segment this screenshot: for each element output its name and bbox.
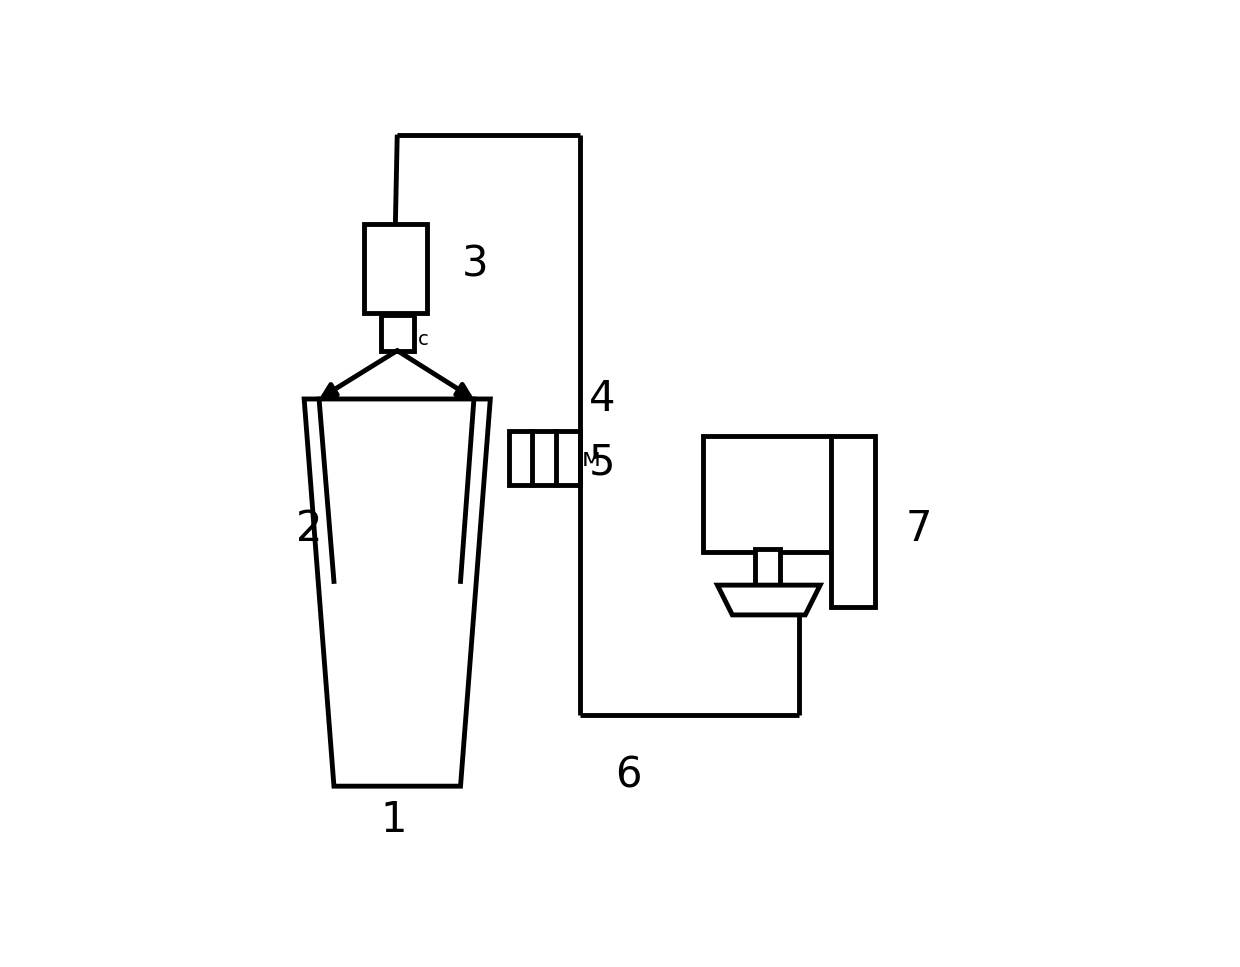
Bar xyxy=(381,315,414,351)
Text: 5: 5 xyxy=(589,441,615,484)
Text: 3: 3 xyxy=(463,244,489,286)
Bar xyxy=(703,436,833,551)
Text: м: м xyxy=(582,447,600,471)
Text: 6: 6 xyxy=(615,754,641,796)
Text: 2: 2 xyxy=(296,509,322,550)
Bar xyxy=(831,436,874,607)
Polygon shape xyxy=(718,585,820,615)
Text: 4: 4 xyxy=(589,378,615,420)
Bar xyxy=(508,431,579,484)
Bar xyxy=(755,549,780,585)
Text: 1: 1 xyxy=(381,799,407,840)
Bar xyxy=(363,224,427,313)
Text: c: c xyxy=(418,331,429,349)
Text: 7: 7 xyxy=(905,509,931,550)
